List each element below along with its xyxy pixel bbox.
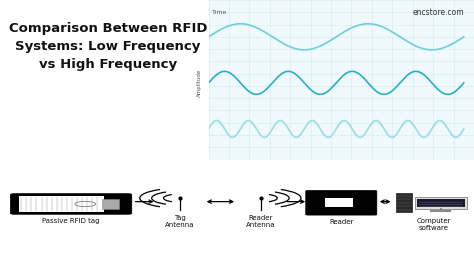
Text: Passive RFID tag: Passive RFID tag	[42, 218, 100, 224]
FancyBboxPatch shape	[306, 190, 377, 215]
Bar	[325, 198, 353, 207]
Bar	[19, 196, 104, 211]
Bar	[417, 199, 465, 207]
Text: encstore.com: encstore.com	[413, 8, 465, 17]
FancyBboxPatch shape	[10, 194, 132, 214]
Bar	[415, 197, 467, 209]
Text: Amplitude: Amplitude	[197, 69, 202, 97]
Text: Tag
Antenna: Tag Antenna	[165, 214, 195, 227]
Text: Reader: Reader	[329, 219, 354, 225]
Bar	[396, 193, 412, 212]
Text: Comparison Between RFID
Systems: Low Frequency
vs High Frequency: Comparison Between RFID Systems: Low Fre…	[9, 22, 207, 71]
Text: Reader
Antenna: Reader Antenna	[246, 214, 275, 227]
Text: Computer
software: Computer software	[417, 218, 451, 231]
Text: Time: Time	[212, 10, 228, 15]
Bar	[102, 199, 118, 209]
